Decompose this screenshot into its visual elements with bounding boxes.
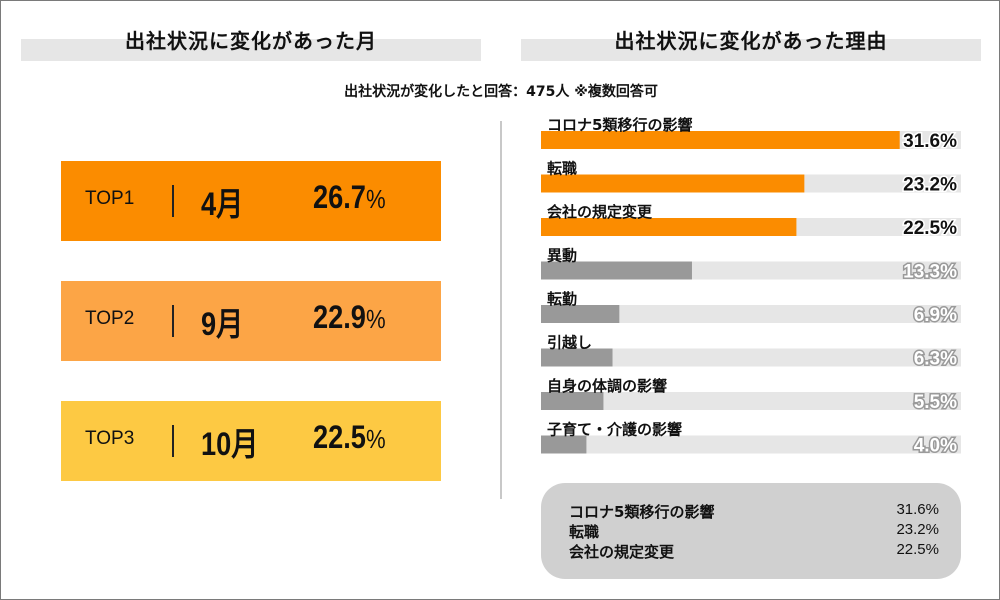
top3-month: 10月 (201, 426, 259, 462)
top2-percentage: 22.9% (313, 299, 386, 336)
bar (541, 435, 587, 454)
bar-row: コロナ5類移行の影響 31.6% (541, 116, 961, 154)
top1-unit: % (365, 184, 386, 214)
bar (541, 305, 620, 323)
right-section-title: 出社状況に変化があった理由 (521, 29, 981, 61)
category-label: コロナ5類移行の影響 (547, 116, 692, 134)
summary-value: 31.6% (896, 501, 939, 518)
top2-value: 22.9 (313, 299, 366, 335)
bar-row: 子育て・介護の影響 4.0% (541, 421, 961, 458)
summary-row: 会社の規定変更 22.5% (569, 541, 939, 561)
bar-row: 自身の体調の影響 5.5% (541, 377, 961, 415)
bar-track (541, 392, 961, 410)
summary-label: 会社の規定変更 (569, 543, 675, 561)
value-label: 4.0% (914, 436, 957, 457)
bar-track (541, 305, 961, 323)
category-label: 引越し (547, 334, 592, 352)
summary-row: 転職 23.2% (569, 521, 939, 541)
top3-value: 22.5 (313, 419, 366, 455)
top3-summary-box: コロナ5類移行の影響 31.6% 転職 23.2% 会社の規定変更 22.5% (541, 483, 961, 579)
value-label: 23.2% (903, 175, 957, 196)
top1-percentage: 26.7% (313, 179, 386, 216)
value-label: 31.6% (903, 131, 957, 152)
bar (541, 218, 797, 236)
category-label: 転勤 (547, 290, 577, 308)
top1-separator (172, 185, 174, 217)
bar-track (541, 348, 961, 367)
summary-value: 22.5% (896, 541, 939, 558)
bar (541, 348, 613, 367)
top2-separator (172, 305, 174, 337)
top2-unit: % (365, 304, 386, 334)
top3-rank-label: TOP3 (85, 428, 135, 449)
category-label: 自身の体調の影響 (547, 377, 667, 395)
category-label: 転職 (547, 160, 577, 178)
top1-value: 26.7 (313, 179, 366, 215)
value-label: 22.5% (903, 218, 957, 239)
right-title-text: 出社状況に変化があった理由 (614, 29, 888, 53)
respondent-note: 出社状況が変化したと回答：475人 ※複数回答可 (344, 84, 658, 100)
bar-row: 引越し 6.3% (541, 334, 961, 371)
top3-separator (172, 425, 174, 457)
left-section-title: 出社状況に変化があった月 (21, 29, 481, 61)
top1-month: 4月 (201, 186, 244, 222)
value-label: 6.3% (914, 349, 957, 370)
summary-label: 転職 (569, 523, 600, 541)
top3-percentage: 22.5% (313, 419, 386, 456)
top2-rank-label: TOP2 (85, 308, 135, 329)
top2-box: TOP2 9月 22.9% (61, 281, 441, 361)
top3-unit: % (365, 424, 386, 454)
value-label: 13.3% (903, 262, 957, 283)
bar (541, 174, 805, 193)
bar-row: 転勤 6.9% (541, 290, 961, 328)
bar (541, 261, 692, 280)
bar-row: 異動 13.3% (541, 247, 961, 284)
category-label: 子育て・介護の影響 (547, 421, 682, 439)
value-label: 5.5% (914, 392, 957, 413)
left-title-text: 出社状況に変化があった月 (125, 29, 377, 53)
top2-month: 9月 (201, 306, 244, 342)
top1-rank-label: TOP1 (85, 188, 135, 209)
bar-row: 転職 23.2% (541, 160, 961, 197)
reasons-bar-chart: コロナ5類移行の影響 31.6% 転職 23.2% 会社の規定変更 22.5% 異動 13.3… (541, 116, 961, 458)
summary-row: コロナ5類移行の影響 31.6% (569, 501, 939, 521)
bar (541, 131, 900, 149)
top3-box: TOP3 10月 22.5% (61, 401, 441, 481)
summary-value: 23.2% (896, 521, 939, 538)
bar-track (541, 435, 961, 454)
bar-row: 会社の規定変更 22.5% (541, 203, 961, 241)
section-divider (500, 121, 502, 499)
value-label: 6.9% (914, 305, 957, 326)
summary-label: コロナ5類移行の影響 (569, 503, 715, 521)
category-label: 会社の規定変更 (547, 203, 653, 221)
category-label: 異動 (547, 247, 577, 265)
top1-box: TOP1 4月 26.7% (61, 161, 441, 241)
bar (541, 392, 604, 410)
